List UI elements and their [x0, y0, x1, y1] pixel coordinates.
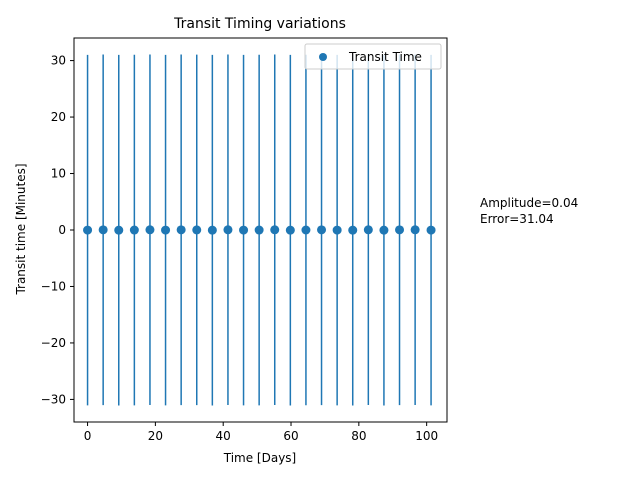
data-point — [192, 225, 202, 235]
x-axis-label: Time [Days] — [223, 451, 297, 465]
data-point — [270, 225, 280, 235]
y-tick-label: 0 — [58, 223, 66, 237]
data-point — [379, 225, 389, 235]
data-point — [114, 225, 124, 235]
data-point — [410, 225, 420, 235]
legend: Transit Time — [304, 43, 442, 70]
x-tick-label: 100 — [415, 429, 438, 443]
x-tick-label: 0 — [84, 429, 92, 443]
data-point — [223, 225, 233, 235]
data-point — [83, 225, 93, 235]
data-point — [176, 225, 186, 235]
data-point — [98, 225, 108, 235]
data-point — [363, 225, 373, 235]
data-point — [285, 225, 295, 235]
legend-frame — [304, 43, 442, 70]
x-tick-label: 60 — [283, 429, 298, 443]
plot-area — [83, 54, 436, 406]
data-point — [207, 225, 217, 235]
data-point — [301, 225, 311, 235]
y-tick-label: 20 — [51, 110, 66, 124]
y-tick-label: 10 — [51, 167, 66, 181]
error-annotation: Error=31.04 — [480, 212, 554, 226]
y-tick-label: −30 — [41, 392, 66, 406]
data-point — [254, 225, 264, 235]
data-point — [348, 225, 358, 235]
y-tick-label: 30 — [51, 54, 66, 68]
y-axis-label: Transit time [Minutes] — [14, 163, 28, 295]
data-point — [145, 225, 155, 235]
y-tick-label: −10 — [41, 279, 66, 293]
data-point — [239, 225, 249, 235]
axes: 0 20 40 60 80 100 −30 −20 −10 0 10 20 30 — [41, 37, 448, 443]
x-tick-label: 40 — [216, 429, 231, 443]
y-tick-label: −20 — [41, 336, 66, 350]
data-point — [332, 225, 342, 235]
legend-marker-icon — [319, 53, 327, 61]
chart-title: Transit Timing variations — [173, 16, 346, 32]
data-point — [161, 225, 171, 235]
data-point — [129, 225, 139, 235]
amplitude-annotation: Amplitude=0.04 — [480, 196, 578, 210]
data-point — [317, 225, 327, 235]
data-point — [395, 225, 405, 235]
x-tick-label: 20 — [148, 429, 163, 443]
data-point — [426, 225, 436, 235]
legend-label: Transit Time — [348, 50, 422, 64]
x-tick-label: 80 — [351, 429, 366, 443]
